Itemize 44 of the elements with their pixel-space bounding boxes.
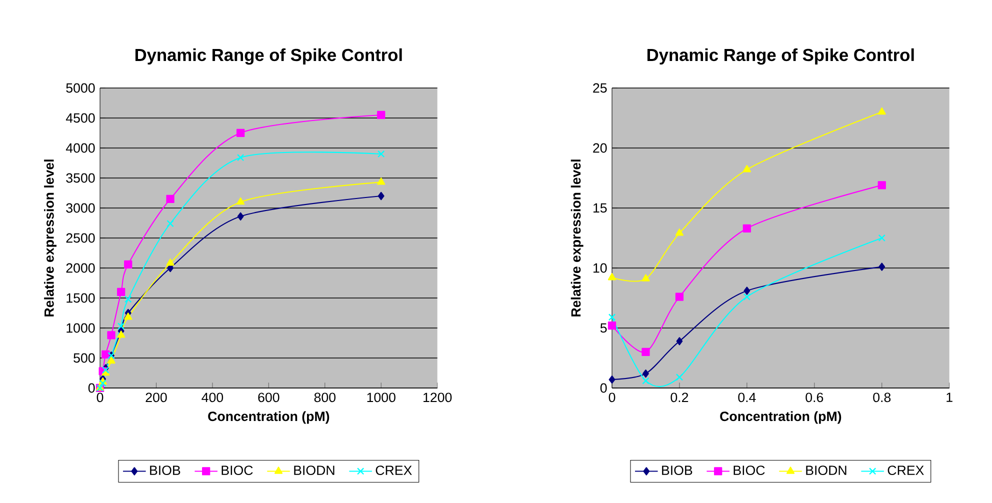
y-tick-label: 10: [593, 263, 607, 273]
x-tick-label: 1200: [424, 392, 452, 402]
chart-title: Dynamic Range of Spike Control: [647, 48, 914, 65]
x-tick-label: 200: [146, 392, 167, 402]
x-tick-label: 0.2: [670, 392, 688, 402]
legend-label: BIOC: [222, 466, 253, 476]
y-tick-label: 4500: [66, 113, 95, 123]
legend-label: CREX: [376, 466, 412, 476]
y-tick-label: 2000: [66, 263, 95, 273]
x-tick-label: 0: [96, 392, 104, 402]
x-axis-title: Concentration (pM): [720, 411, 842, 424]
y-axis-title: Relative expression level: [570, 160, 584, 316]
y-tick-label: 4000: [66, 143, 95, 153]
legend-label: CREX: [888, 466, 924, 476]
x-tick-label: 1: [946, 392, 952, 402]
y-tick-label: 3000: [66, 203, 95, 213]
y-tick-label: 25: [593, 83, 607, 93]
x-tick-label: 0.4: [738, 392, 756, 402]
legend-label: BIOC: [734, 466, 765, 476]
y-tick-label: 0: [88, 383, 95, 393]
legend-label: BIOB: [662, 466, 692, 476]
x-axis-title: Concentration (pM): [208, 411, 330, 424]
y-tick-label: 15: [593, 203, 607, 213]
legend-label: BIODN: [806, 466, 846, 476]
y-tick-label: 5: [600, 323, 607, 333]
x-tick-label: 0.6: [806, 392, 824, 402]
y-tick-label: 3500: [66, 173, 95, 183]
y-tick-label: 5000: [66, 83, 95, 93]
y-axis-title: Relative expression level: [44, 160, 56, 316]
y-tick-label: 20: [593, 143, 607, 153]
y-tick-label: 1500: [66, 293, 95, 303]
legend-label: BIODN: [294, 466, 334, 476]
y-tick-label: 1000: [66, 323, 95, 333]
chart-title: Dynamic Range of Spike Control: [135, 48, 402, 65]
x-tick-label: 600: [258, 392, 280, 402]
x-tick-label: 800: [314, 392, 336, 402]
x-tick-label: 1000: [367, 392, 396, 402]
y-tick-label: 2500: [66, 233, 95, 243]
x-tick-label: 0.8: [873, 392, 891, 402]
legend-label: BIOB: [150, 466, 180, 476]
y-tick-label: 0: [600, 383, 607, 393]
x-tick-label: 0: [608, 392, 616, 402]
x-tick-label: 400: [202, 392, 224, 402]
y-tick-label: 500: [74, 353, 95, 363]
